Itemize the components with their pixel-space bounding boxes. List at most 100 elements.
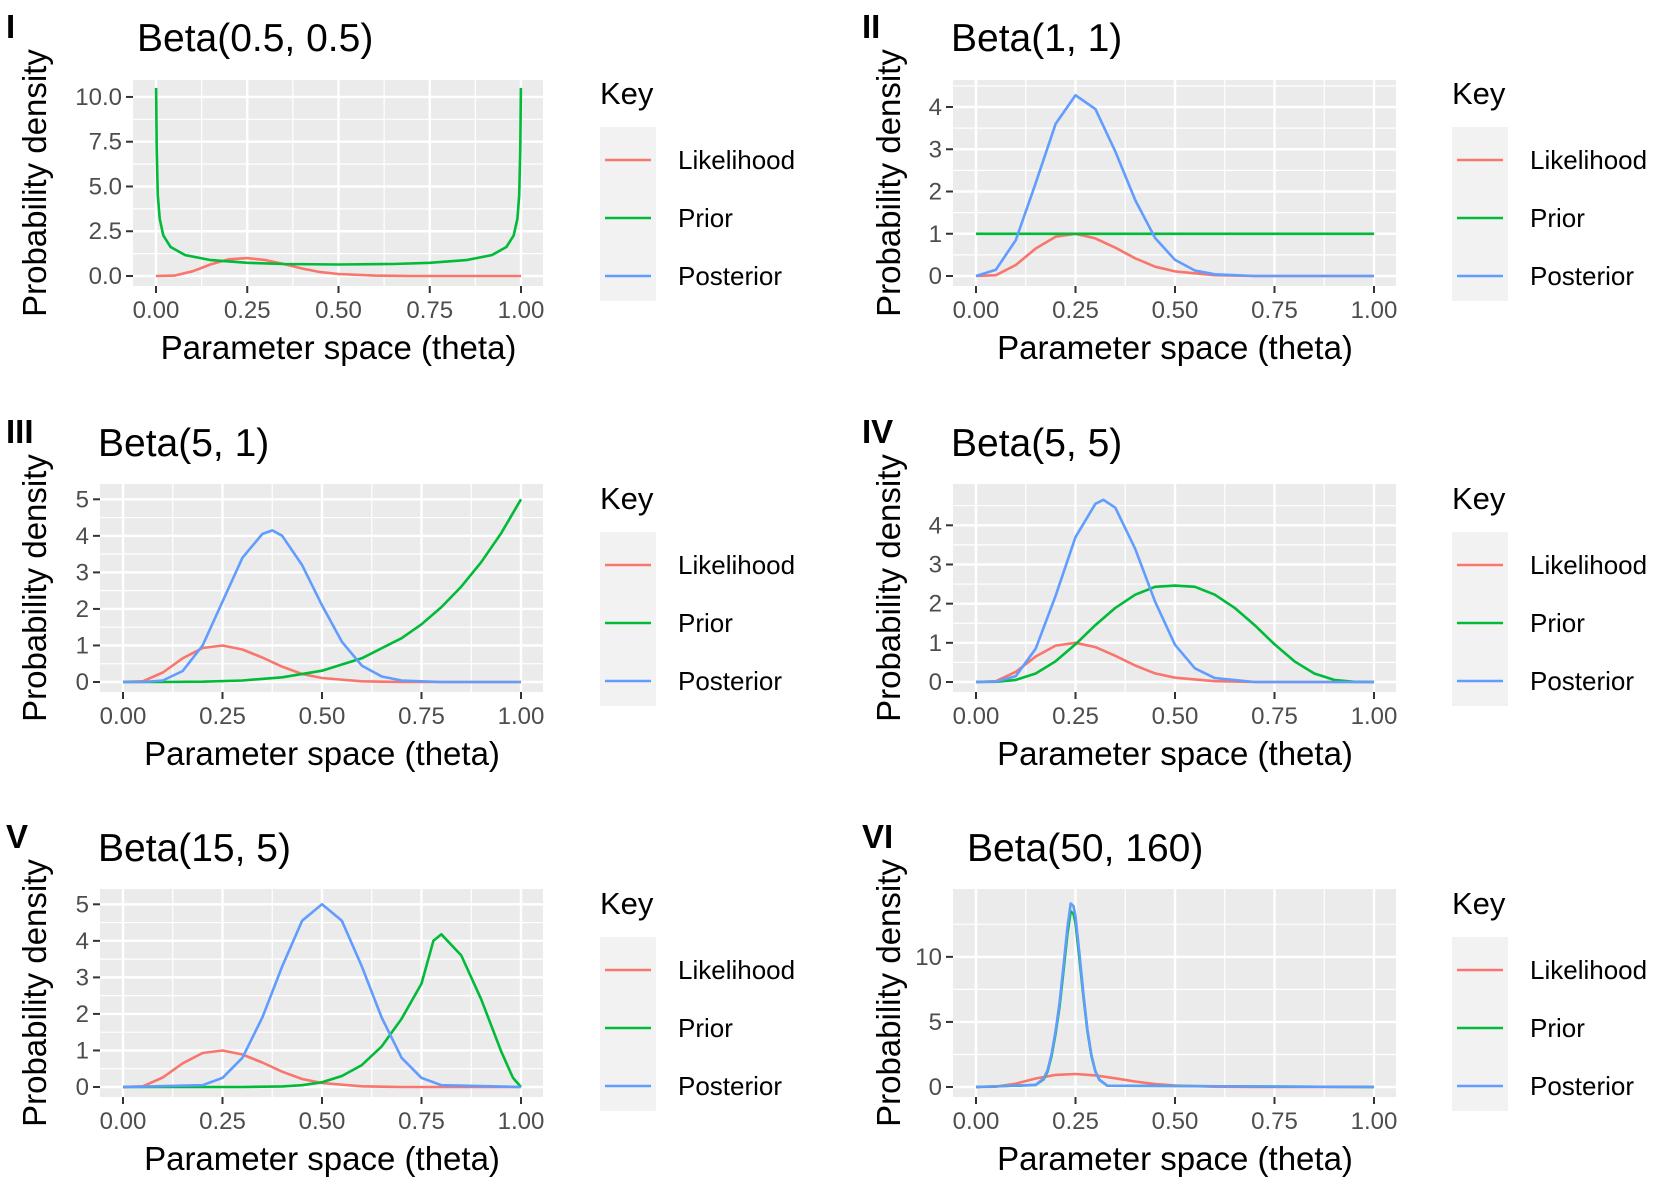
y-tick-label: 5 xyxy=(76,486,89,513)
legend-label-prior: Prior xyxy=(1530,1013,1585,1043)
x-tick-label: 0.75 xyxy=(398,703,445,730)
x-tick-label: 0.50 xyxy=(315,297,362,324)
panel-VI: 0.00 0.25 0.50 0.75 1.00 0 5 10 VI Beta(50, 160) P… xyxy=(862,818,1647,1177)
x-axis-title: Parameter space (theta) xyxy=(997,735,1353,772)
y-axis-title: Probability density xyxy=(870,859,907,1127)
x-tick-label: 0.50 xyxy=(1152,703,1199,730)
y-tick-label: 2 xyxy=(929,591,942,618)
y-tick-label: 2.5 xyxy=(89,218,122,245)
panel-tag: V xyxy=(6,818,28,855)
y-tick-label: 0.0 xyxy=(89,263,122,290)
y-tick-label: 4 xyxy=(76,523,89,550)
y-axis-title: Probability density xyxy=(870,454,907,722)
x-tick-label: 0.75 xyxy=(1251,297,1298,324)
y-tick-label: 2 xyxy=(76,1001,89,1028)
panel-I: 0.00 0.25 0.50 0.75 1.00 0.0 2.5 5.0 7.5 10.0 I Bet… xyxy=(6,8,795,366)
legend-label-prior: Prior xyxy=(678,203,733,233)
y-tick-label: 0 xyxy=(76,1074,89,1101)
x-axis-title: Parameter space (theta) xyxy=(997,1140,1353,1177)
y-tick-label: 1 xyxy=(929,221,942,248)
panel-IV: 0.00 0.25 0.50 0.75 1.00 0 1 2 3 4 IV Beta(5, 5) Par… xyxy=(862,413,1647,772)
legend-label-likelihood: Likelihood xyxy=(678,145,795,175)
legend: Key Likelihood Prior Posterior xyxy=(1452,76,1647,301)
series-line-prior xyxy=(123,498,523,684)
panel-III: 0.00 0.25 0.50 0.75 1.00 0 1 2 3 4 5 III Beta(5, 1) P… xyxy=(6,413,795,772)
x-tick-label: 0.00 xyxy=(953,297,1000,324)
x-tick-label: 0.00 xyxy=(953,1108,1000,1135)
legend-label-prior: Prior xyxy=(678,608,733,638)
x-axis-title: Parameter space (theta) xyxy=(144,1140,500,1177)
x-tick-label: 0.00 xyxy=(953,703,1000,730)
legend-label-likelihood: Likelihood xyxy=(1530,145,1647,175)
legend-title: Key xyxy=(1452,481,1506,516)
y-tick-label: 0 xyxy=(929,1074,942,1101)
legend-label-posterior: Posterior xyxy=(678,1071,782,1101)
x-tick-label: 0.75 xyxy=(398,1108,445,1135)
y-tick-label: 0 xyxy=(76,669,89,696)
series-line-posterior xyxy=(975,498,1374,684)
legend-title: Key xyxy=(1452,76,1506,111)
legend-label-likelihood: Likelihood xyxy=(1530,955,1647,985)
legend: Key Likelihood Prior Posterior xyxy=(1452,481,1647,706)
y-tick-label: 4 xyxy=(76,928,89,955)
y-tick-label: 7.5 xyxy=(89,129,122,156)
x-tick-label: 0.00 xyxy=(133,297,180,324)
y-axis-title: Probability density xyxy=(16,49,53,317)
x-tick-label: 1.00 xyxy=(1351,703,1398,730)
x-tick-label: 0.50 xyxy=(299,1108,346,1135)
legend-label-posterior: Posterior xyxy=(1530,666,1634,696)
x-axis-title: Parameter space (theta) xyxy=(144,735,500,772)
panel-title: Beta(0.5, 0.5) xyxy=(137,17,373,60)
x-tick-label: 0.75 xyxy=(1251,703,1298,730)
legend-key-background xyxy=(600,937,656,1111)
panel-tag: III xyxy=(6,413,34,450)
series-line-posterior xyxy=(975,902,1375,1089)
panel-tag: VI xyxy=(862,818,893,855)
y-tick-label: 10 xyxy=(915,944,942,971)
panel-V: 0.00 0.25 0.50 0.75 1.00 0 1 2 3 4 5 V Beta(15, 5) Pa… xyxy=(6,818,795,1177)
series-line-prior xyxy=(154,87,523,266)
series-line-likelihood xyxy=(122,644,521,684)
y-axis-title: Probability density xyxy=(16,454,53,722)
legend: Key Likelihood Prior Posterior xyxy=(600,76,795,301)
series-line-likelihood xyxy=(122,1049,521,1089)
y-tick-label: 5.0 xyxy=(89,173,122,200)
legend-label-likelihood: Likelihood xyxy=(678,955,795,985)
y-tick-label: 2 xyxy=(76,596,89,623)
x-tick-label: 0.25 xyxy=(199,703,246,730)
x-tick-label: 0.25 xyxy=(224,297,271,324)
y-tick-label: 3 xyxy=(76,559,89,586)
y-tick-label: 3 xyxy=(929,136,942,163)
x-tick-label: 0.75 xyxy=(1251,1108,1298,1135)
legend-key-background xyxy=(1452,937,1508,1111)
y-tick-label: 4 xyxy=(929,512,942,539)
legend-key-background xyxy=(1452,532,1508,706)
y-tick-label: 0 xyxy=(929,263,942,290)
series-line-prior xyxy=(123,932,522,1089)
x-tick-label: 0.50 xyxy=(299,703,346,730)
legend-label-posterior: Posterior xyxy=(678,261,782,291)
y-tick-label: 5 xyxy=(76,891,89,918)
legend: Key Likelihood Prior Posterior xyxy=(1452,886,1647,1111)
x-tick-label: 0.25 xyxy=(1052,703,1099,730)
legend-title: Key xyxy=(600,76,654,111)
legend-title: Key xyxy=(1452,886,1506,921)
x-axis-title: Parameter space (theta) xyxy=(997,329,1353,366)
y-tick-label: 3 xyxy=(929,551,942,578)
legend: Key Likelihood Prior Posterior xyxy=(600,886,795,1111)
x-tick-label: 0.25 xyxy=(1052,297,1099,324)
legend-label-prior: Prior xyxy=(1530,608,1585,638)
x-tick-label: 1.00 xyxy=(1351,1108,1398,1135)
x-tick-label: 1.00 xyxy=(498,297,545,324)
legend-label-posterior: Posterior xyxy=(678,666,782,696)
legend: Key Likelihood Prior Posterior xyxy=(600,481,795,706)
y-tick-label: 4 xyxy=(929,94,942,121)
x-tick-label: 0.75 xyxy=(406,297,453,324)
y-tick-label: 5 xyxy=(929,1009,942,1036)
y-tick-label: 3 xyxy=(76,964,89,991)
x-tick-label: 1.00 xyxy=(498,1108,545,1135)
y-tick-label: 0 xyxy=(929,669,942,696)
series-line-posterior xyxy=(975,93,1374,278)
y-tick-label: 1 xyxy=(76,1037,89,1064)
